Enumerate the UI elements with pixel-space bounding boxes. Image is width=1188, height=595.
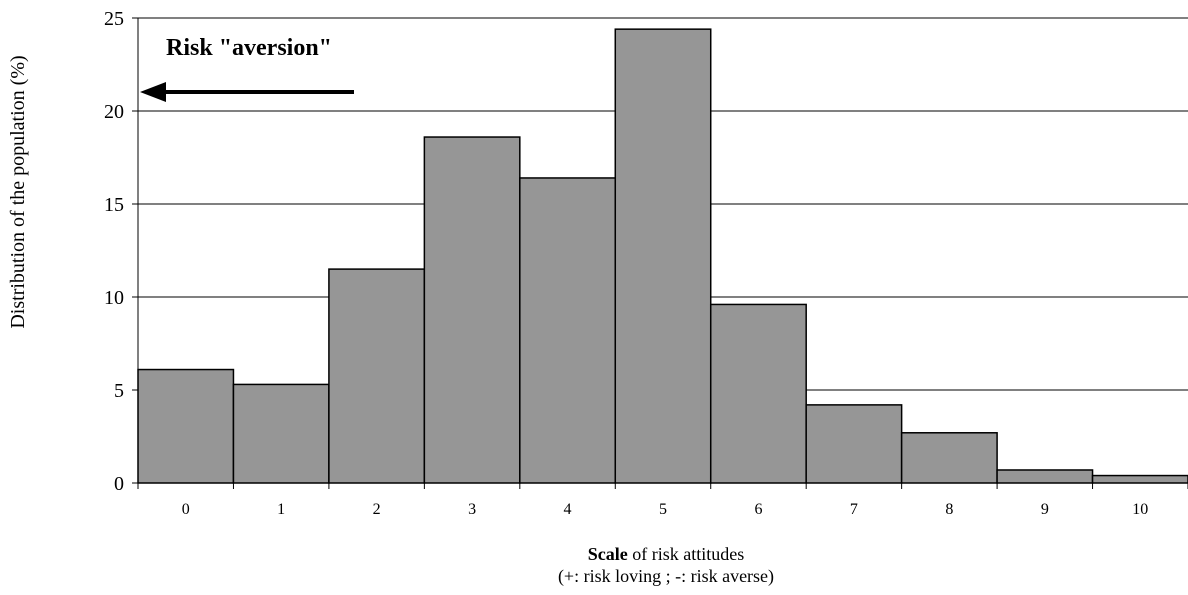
bar [328, 268, 426, 484]
y-tick-label: 5 [114, 380, 124, 402]
bar [423, 136, 521, 484]
y-axis-title: Distribution of the population (%) [7, 55, 29, 328]
y-tick-label: 10 [104, 287, 124, 309]
y-axis-ticks: 0 5 10 15 20 25 [104, 8, 138, 495]
bar [137, 368, 235, 484]
x-tick-label: 3 [468, 501, 476, 518]
bar [709, 303, 807, 484]
y-tick-label: 0 [114, 473, 124, 495]
x-tick-label: 7 [850, 501, 858, 518]
x-tick-label: 8 [945, 501, 953, 518]
left-arrow-icon [140, 82, 354, 102]
y-tick-label: 15 [104, 194, 124, 216]
x-tick-label: 2 [373, 501, 381, 518]
x-tick-label: 1 [277, 501, 285, 518]
x-tick-label: 6 [754, 501, 762, 518]
risk-aversion-annotation: Risk "aversion" [166, 35, 332, 61]
x-axis-title-bold: Scale [588, 544, 628, 564]
y-tick-label: 20 [104, 101, 124, 123]
bars [137, 28, 1188, 484]
x-tick-label: 10 [1132, 501, 1148, 518]
x-axis-title: Scale of risk attitudes [588, 544, 744, 564]
bar [900, 432, 998, 484]
x-tick-label: 9 [1041, 501, 1049, 518]
bar [1091, 474, 1188, 484]
x-axis-ticks: 0 1 2 3 4 5 6 7 8 9 10 [137, 483, 1188, 518]
x-axis-subtitle: (+: risk loving ; -: risk averse) [558, 566, 774, 587]
x-tick-label: 4 [564, 501, 572, 518]
x-axis-title-rest: of risk attitudes [628, 544, 744, 564]
bar [232, 383, 330, 484]
bar [614, 28, 712, 484]
x-tick-label: 5 [659, 501, 667, 518]
bar [805, 404, 903, 484]
y-tick-label: 25 [104, 8, 124, 30]
bar [519, 177, 617, 484]
x-tick-label: 0 [182, 501, 190, 518]
bar [996, 469, 1094, 484]
